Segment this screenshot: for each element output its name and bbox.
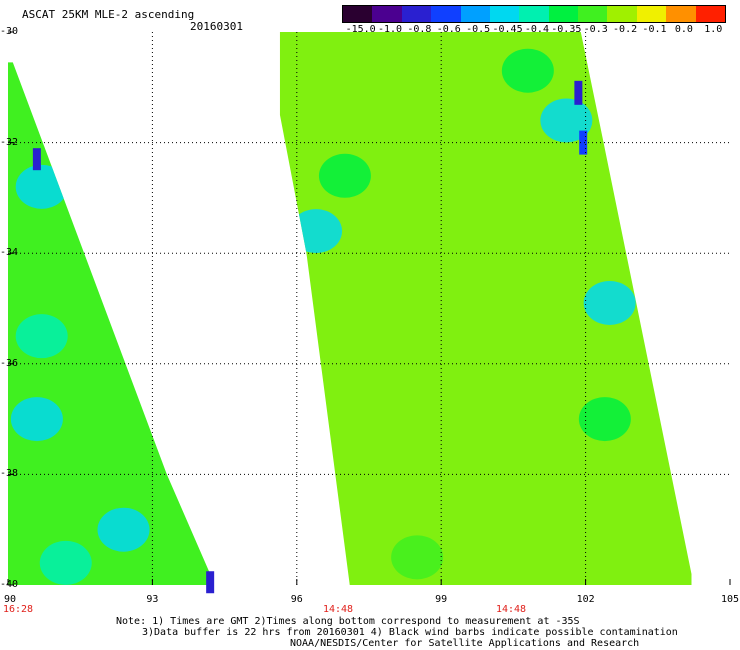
product-title: ASCAT 25KM MLE-2 ascending (22, 8, 195, 21)
colorbar (342, 5, 726, 23)
colorbar-label: -0.3 (583, 24, 608, 35)
colorbar-label: -0.35 (551, 24, 582, 35)
colorbar-label: -0.1 (642, 24, 667, 35)
latitude-label: -38 (0, 468, 19, 480)
latitude-label: -32 (0, 136, 19, 148)
value-patch (39, 540, 92, 585)
colorbar-segment (519, 6, 550, 22)
value-patch (97, 507, 150, 552)
date-label: 20160301 (190, 20, 243, 33)
value-patch (391, 535, 444, 580)
time-label: 16:28 (2, 604, 34, 615)
value-cell (206, 571, 215, 594)
time-label: 14:48 (495, 604, 527, 615)
latitude-label: -34 (0, 247, 19, 259)
colorbar-label: 1.0 (704, 24, 723, 35)
latitude-label: -40 (0, 579, 19, 590)
value-patch (10, 397, 63, 442)
colorbar-label: -0.5 (466, 24, 491, 35)
colorbar-segment (460, 6, 491, 22)
longitude-label: 102 (576, 594, 595, 605)
colorbar-segment (401, 6, 432, 22)
time-label: 14:48 (322, 604, 354, 615)
longitude-label: 90 (3, 594, 17, 605)
colorbar-segment (548, 6, 579, 22)
value-patch (583, 280, 636, 325)
colorbar-segment (431, 6, 462, 22)
value-cell (574, 80, 583, 105)
colorbar-segment (666, 6, 697, 22)
colorbar-label: -1.0 (377, 24, 403, 35)
note-line-2: 3)Data buffer is 22 hrs from 20160301 4)… (142, 627, 678, 638)
longitude-label: 93 (146, 594, 159, 605)
colorbar-label: 0.0 (674, 24, 693, 35)
colorbar-segment (695, 6, 726, 22)
value-patch (290, 209, 343, 254)
latitude-label: -36 (0, 357, 19, 369)
value-patch (501, 48, 554, 93)
colorbar-segment (489, 6, 520, 22)
longitude-label: 105 (720, 594, 740, 605)
latitude-label: -30 (0, 26, 19, 37)
colorbar-segment (607, 6, 638, 22)
note-line-1: Note: 1) Times are GMT 2)Times along bot… (116, 616, 580, 627)
colorbar-label: -15.0 (345, 24, 376, 35)
value-patch (578, 397, 631, 442)
value-cell (579, 130, 588, 155)
value-patch (15, 314, 68, 359)
value-cell (32, 148, 41, 171)
colorbar-segment (372, 6, 403, 22)
colorbar-label: -0.4 (524, 24, 549, 35)
longitude-label: 96 (290, 594, 303, 605)
colorbar-label: -0.2 (613, 24, 638, 35)
colorbar-label: -0.45 (492, 24, 523, 35)
colorbar-segment (578, 6, 608, 22)
note-line-3: NOAA/NESDIS/Center for Satellite Applica… (290, 638, 640, 649)
colorbar-segment (343, 6, 373, 22)
colorbar-segment (636, 6, 667, 22)
value-patch (15, 164, 68, 209)
colorbar-label: -0.6 (436, 24, 461, 35)
longitude-label: 99 (435, 594, 448, 605)
colorbar-label: -0.8 (407, 24, 432, 35)
value-patch (318, 153, 371, 198)
